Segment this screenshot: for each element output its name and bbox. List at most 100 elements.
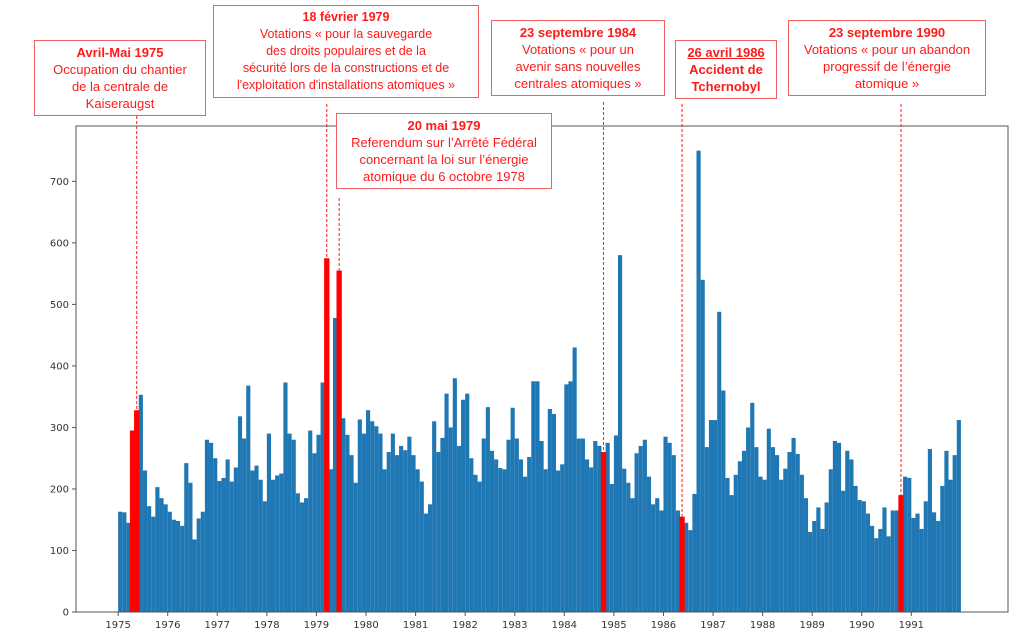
bar — [799, 474, 804, 612]
annotation-body: Occupation du chantier de la centrale de… — [53, 62, 187, 111]
bar — [353, 482, 358, 612]
bar — [498, 468, 503, 612]
x-tick-label: 1990 — [849, 620, 874, 631]
bar — [750, 402, 755, 612]
y-tick-label: 600 — [50, 238, 69, 249]
x-tick-label: 1987 — [700, 620, 725, 631]
y-tick-label: 200 — [50, 484, 69, 495]
annotation-body: Votations « pour un avenir sans nouvelle… — [514, 42, 642, 91]
bar — [502, 469, 507, 612]
bar — [911, 517, 916, 612]
x-tick-label: 1978 — [254, 620, 279, 631]
bar — [279, 473, 284, 612]
bar — [630, 498, 635, 612]
bar — [390, 433, 395, 612]
bar — [560, 464, 565, 612]
annotation-title: 23 septembre 1984 — [519, 25, 637, 40]
x-tick-label: 1983 — [502, 620, 527, 631]
bar — [613, 435, 619, 612]
bar — [783, 468, 788, 612]
bar — [543, 469, 548, 612]
bar — [489, 450, 495, 612]
bar — [572, 347, 577, 612]
x-axis: 1975 1976 1977 1978 1979 1980 1981 1982 1983 1984… — [105, 612, 924, 631]
bar — [696, 150, 701, 613]
bar — [940, 485, 945, 612]
bar — [812, 520, 817, 612]
bar — [741, 450, 747, 612]
y-tick-label: 300 — [50, 423, 69, 434]
bar — [576, 438, 581, 612]
bar — [638, 445, 643, 612]
bar — [717, 311, 722, 612]
bar — [287, 433, 292, 612]
bar — [126, 522, 131, 612]
bar — [890, 510, 895, 612]
bar — [671, 455, 676, 612]
x-tick-label: 1984 — [552, 620, 577, 631]
annotation-kaiseraugst: Avril-Mai 1975 Occupation du chantier de… — [34, 40, 206, 116]
bar — [791, 437, 796, 612]
bar — [440, 437, 445, 612]
bar — [865, 513, 871, 612]
bar — [605, 442, 610, 612]
bar — [180, 525, 185, 612]
bar — [217, 480, 222, 612]
bar — [456, 445, 462, 612]
bar — [262, 501, 267, 612]
bar — [713, 420, 718, 612]
bar — [931, 512, 937, 612]
bar — [729, 495, 734, 612]
bar — [122, 512, 127, 612]
highlight-bar — [324, 258, 330, 612]
bar — [956, 420, 961, 612]
bar — [465, 393, 470, 612]
bar — [836, 442, 842, 612]
bar — [386, 452, 391, 612]
bar — [853, 485, 858, 612]
bar — [787, 452, 792, 612]
bar — [118, 511, 123, 612]
annotation-title: 26 avril 1986 — [687, 45, 765, 60]
y-tick-label: 100 — [50, 546, 69, 557]
bar — [700, 279, 705, 612]
bar — [151, 516, 156, 612]
bar — [737, 461, 742, 612]
bar — [357, 419, 362, 612]
bar — [952, 455, 957, 612]
bar — [609, 484, 614, 612]
bar — [237, 416, 243, 612]
highlight-bar — [679, 516, 685, 612]
bar — [320, 382, 325, 612]
bar — [684, 522, 689, 612]
bar — [254, 465, 259, 612]
bar — [692, 493, 697, 612]
bar — [816, 507, 821, 612]
bar — [626, 482, 631, 612]
bar — [944, 450, 949, 612]
bar — [432, 421, 437, 612]
highlight-bar — [898, 495, 904, 612]
bar — [903, 476, 908, 612]
bar — [894, 510, 899, 612]
bar — [461, 399, 466, 612]
x-tick-label: 1991 — [899, 620, 924, 631]
bar — [332, 317, 338, 612]
bar — [378, 433, 383, 612]
bar — [775, 455, 780, 612]
bar — [444, 393, 449, 612]
x-tick-label: 1986 — [651, 620, 676, 631]
bar — [551, 413, 557, 612]
bar — [663, 436, 668, 612]
bar — [250, 470, 255, 612]
bar — [589, 467, 594, 612]
highlight-bar — [600, 452, 607, 612]
bars-group — [118, 150, 961, 613]
bar — [803, 498, 809, 612]
bar — [535, 381, 540, 612]
highlight-bar — [336, 270, 342, 612]
bar — [642, 439, 647, 612]
annotation-body: Accident de Tchernobyl — [689, 62, 763, 94]
bar — [870, 525, 875, 612]
